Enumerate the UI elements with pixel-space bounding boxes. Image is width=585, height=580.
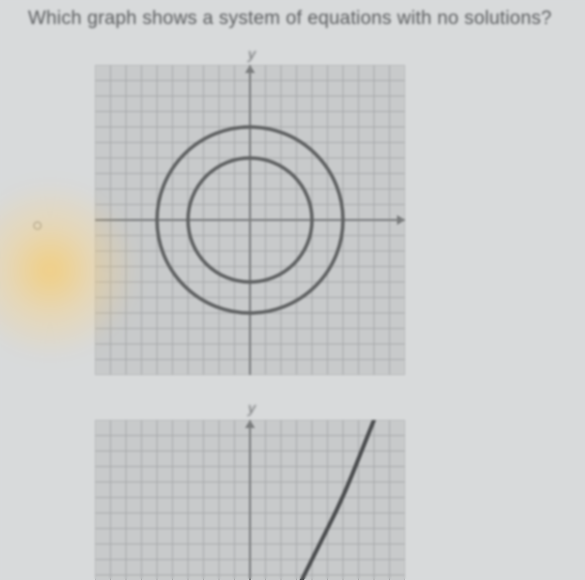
- option-a-marker[interactable]: ○: [32, 215, 43, 236]
- question-text: Which graph shows a system of equations …: [28, 8, 552, 30]
- graph-2: [95, 420, 405, 580]
- graph1-y-label: y: [248, 46, 256, 63]
- graph-1: [95, 65, 405, 375]
- graph2-y-label: y: [248, 400, 256, 417]
